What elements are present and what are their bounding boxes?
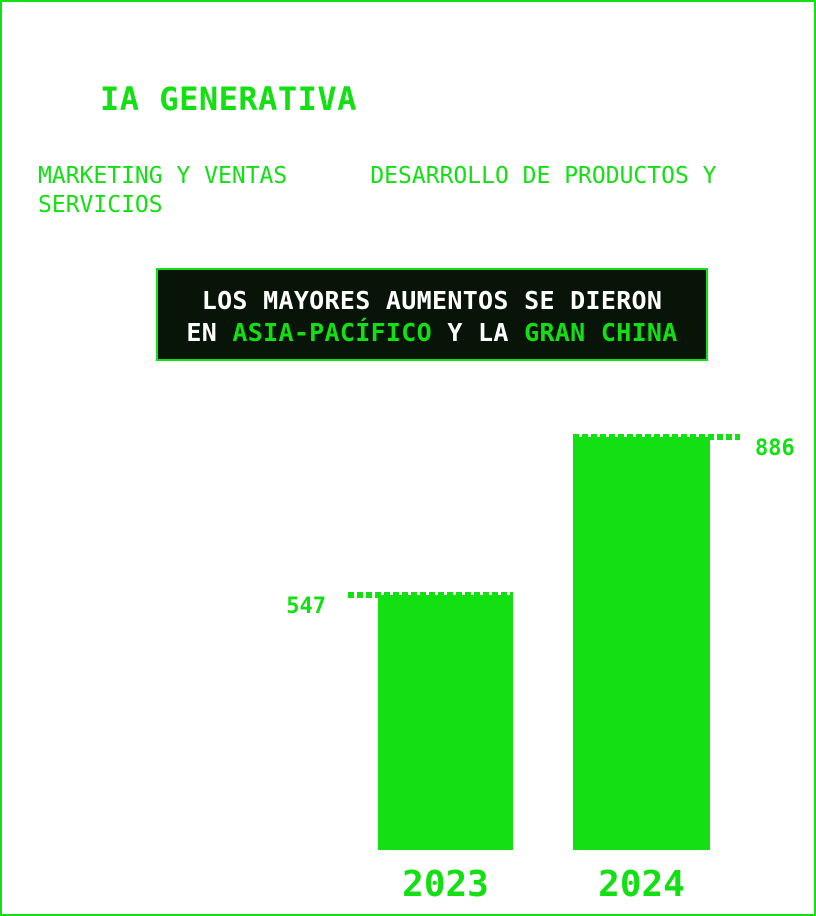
callout-highlight-asia-pacific: ASIA-PACÍFICO	[232, 318, 432, 347]
value-label-2023: 547	[286, 594, 326, 619]
callout-line-1: LOS MAYORES AUMENTOS SE DIERON	[201, 286, 663, 315]
callout-line-2: EN ASIA-PACÍFICO Y LA GRAN CHINA	[158, 318, 706, 347]
page-title: IA GENERATIVA	[100, 80, 357, 118]
callout-prefix: EN	[186, 318, 233, 347]
callout-highlight-greater-china: GRAN CHINA	[524, 318, 678, 347]
bar-2024	[573, 437, 710, 850]
page-subtitle: MARKETING Y VENTAS DESARROLLO DE PRODUCT…	[38, 163, 731, 218]
callout-box: LOS MAYORES AUMENTOS SE DIERON EN ASIA-P…	[156, 268, 708, 361]
category-label-2023: 2023	[402, 864, 489, 905]
value-label-2024: 886	[755, 436, 795, 461]
callout-middle: Y LA	[432, 318, 525, 347]
bar-2023	[378, 595, 513, 850]
category-label-2024: 2024	[598, 864, 685, 905]
